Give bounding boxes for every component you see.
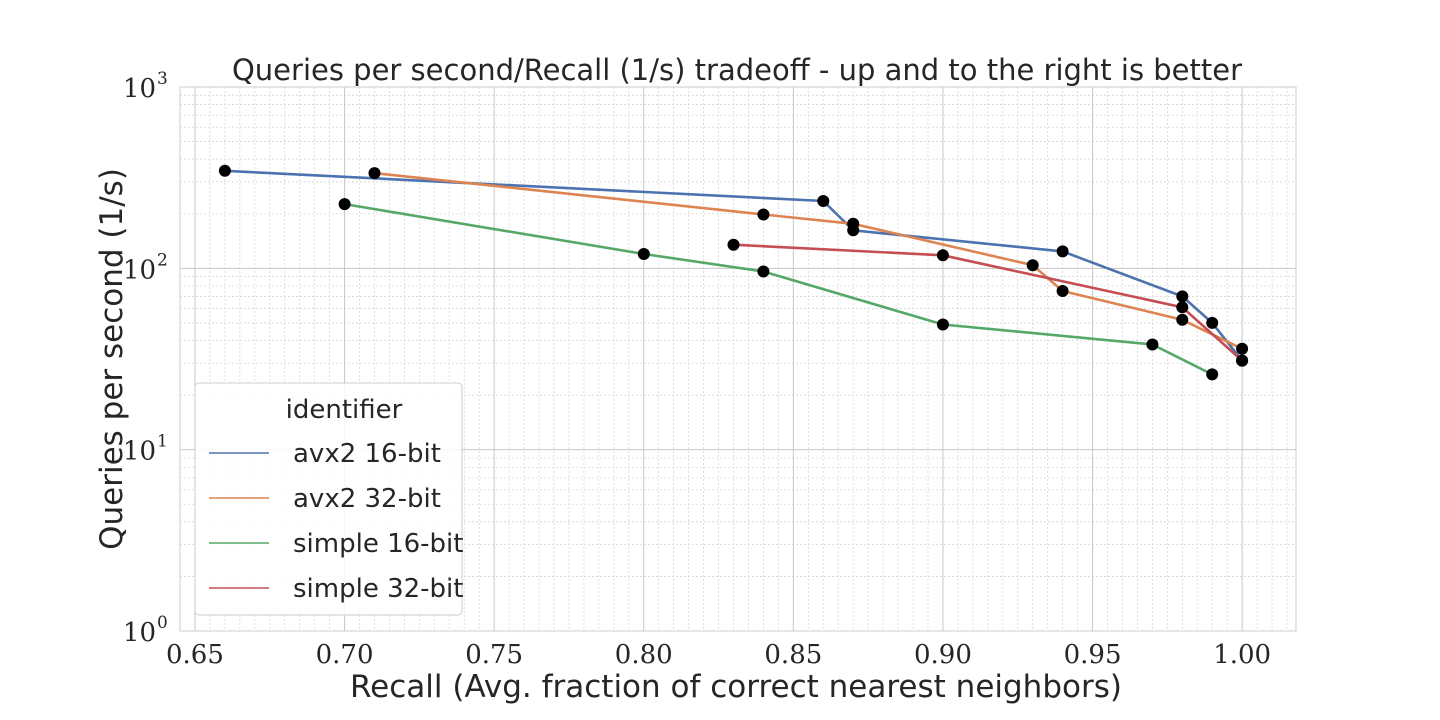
- data-point-avx2-32-bit: [368, 167, 381, 180]
- data-point-avx2-32-bit: [1056, 285, 1069, 297]
- x-tick-label: 0.85: [764, 640, 822, 670]
- x-tick-label: 0.80: [615, 640, 673, 670]
- x-tick-label: 0.70: [316, 640, 374, 670]
- data-point-avx2-32-bit: [1026, 259, 1039, 272]
- data-point-avx2-32-bit: [757, 208, 770, 221]
- y-tick-exponent: 3: [157, 69, 168, 89]
- legend-box: [194, 382, 463, 616]
- x-tick-label: 0.90: [914, 640, 972, 670]
- legend-title: identifier: [286, 395, 403, 425]
- chart-title: Queries per second/Recall (1/s) tradeoff…: [232, 53, 1242, 87]
- y-tick-base: 10: [123, 255, 156, 285]
- y-axis-label: Queries per second (1/s): [94, 168, 130, 550]
- y-tick-base: 10: [123, 618, 156, 648]
- data-point-avx2-16-bit: [1206, 316, 1219, 329]
- y-tick-exponent: 1: [157, 432, 168, 452]
- data-point-avx2-16-bit: [218, 164, 231, 177]
- data-point-avx2-16-bit: [817, 195, 830, 207]
- y-tick-label: 10 3: [123, 69, 168, 104]
- y-tick-base: 10: [123, 437, 156, 467]
- x-tick-label: 1.00: [1213, 640, 1271, 670]
- y-tick-label: 10 1: [123, 432, 168, 467]
- data-point-simple-16-bit: [637, 248, 650, 260]
- legend: identifier avx2 16-bit avx2 32-bit simple …: [194, 382, 463, 616]
- data-point-simple-32-bit: [1176, 301, 1189, 314]
- data-point-simple-32-bit: [936, 249, 949, 262]
- data-point-simple-16-bit: [757, 265, 770, 278]
- y-tick-exponent: 2: [157, 250, 168, 270]
- y-tick-exponent: 0: [157, 613, 168, 633]
- data-point-simple-32-bit: [1236, 354, 1249, 367]
- x-tick-label: 0.75: [465, 640, 523, 670]
- data-point-simple-16-bit: [1146, 338, 1159, 351]
- legend-label-avx2-16-bit: avx2 16-bit: [293, 439, 441, 469]
- legend-items: avx2 16-bit avx2 32-bit simple 16-bit simpl…: [209, 439, 463, 604]
- data-point-avx2-16-bit: [1176, 290, 1189, 303]
- plot-frame: [179, 86, 1297, 632]
- data-point-simple-16-bit: [338, 198, 351, 211]
- legend-label-simple-16-bit: simple 16-bit: [293, 529, 463, 559]
- data-point-avx2-32-bit: [1176, 313, 1189, 326]
- data-point-avx2-16-bit: [1056, 245, 1069, 258]
- data-point-avx2-32-bit: [847, 217, 860, 230]
- x-axis-label: Recall (Avg. fraction of correct nearest…: [350, 669, 1122, 705]
- y-tick-base: 10: [123, 74, 156, 104]
- y-tick-label: 10 2: [123, 250, 168, 285]
- data-point-simple-32-bit: [727, 238, 740, 251]
- y-tick-label: 10 0: [123, 613, 168, 648]
- legend-label-simple-32-bit: simple 32-bit: [293, 574, 463, 604]
- data-point-avx2-32-bit: [1236, 342, 1249, 355]
- series-line-simple-32-bit: [733, 243, 1243, 362]
- series-line-simple-16-bit: [344, 202, 1213, 376]
- legend-label-avx2-32-bit: avx2 32-bit: [293, 484, 441, 514]
- data-point-simple-16-bit: [936, 318, 949, 331]
- x-tick-label: 0.95: [1064, 640, 1122, 670]
- data-point-simple-16-bit: [1206, 368, 1219, 381]
- x-axis-ticks: 0.65 0.70 0.75 0.80 0.85 0.90 0.95 1.00: [166, 640, 1271, 670]
- x-tick-label: 0.65: [166, 640, 224, 670]
- marker-layer: [218, 164, 1249, 381]
